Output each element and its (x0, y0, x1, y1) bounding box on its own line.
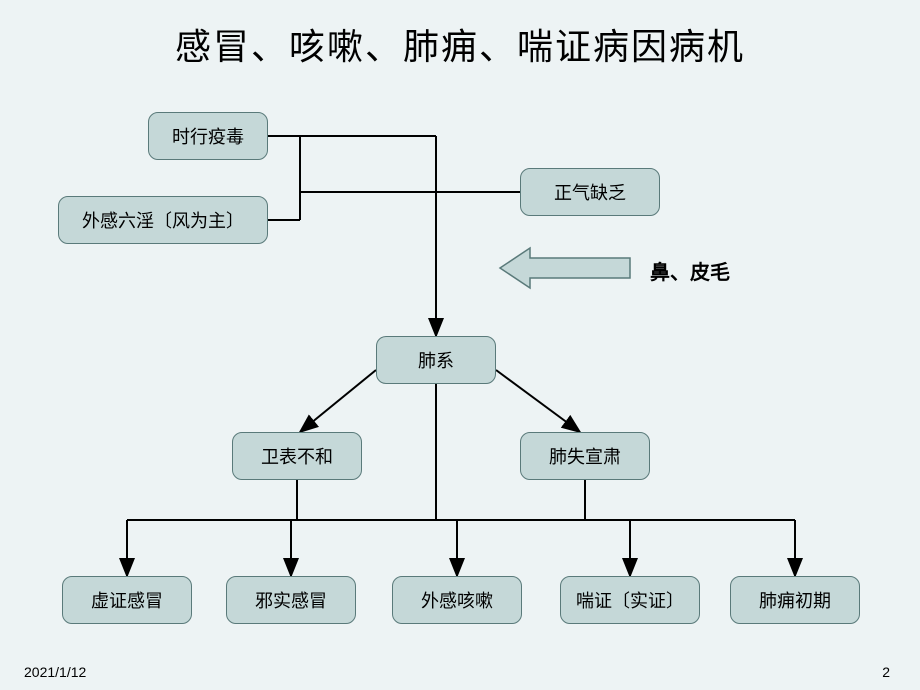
node-zhengqi: 正气缺乏 (520, 168, 660, 216)
node-xuzheng: 虚证感冒 (62, 576, 192, 624)
node-shixing: 时行疫毒 (148, 112, 268, 160)
footer-date: 2021/1/12 (24, 664, 86, 680)
annotation-arrow (500, 248, 630, 288)
annotation-label: 鼻、皮毛 (650, 256, 730, 285)
node-feishi: 肺失宣肃 (520, 432, 650, 480)
page-title: 感冒、咳嗽、肺痈、喘证病因病机 (0, 18, 920, 70)
node-xieshi: 邪实感冒 (226, 576, 356, 624)
node-waigan: 外感六淫〔风为主〕 (58, 196, 268, 244)
node-waigankesou: 外感咳嗽 (392, 576, 522, 624)
node-feiyong: 肺痈初期 (730, 576, 860, 624)
node-feixi: 肺系 (376, 336, 496, 384)
node-weibiao: 卫表不和 (232, 432, 362, 480)
node-chuanzheng: 喘证〔实证〕 (560, 576, 700, 624)
footer-page: 2 (882, 664, 890, 680)
